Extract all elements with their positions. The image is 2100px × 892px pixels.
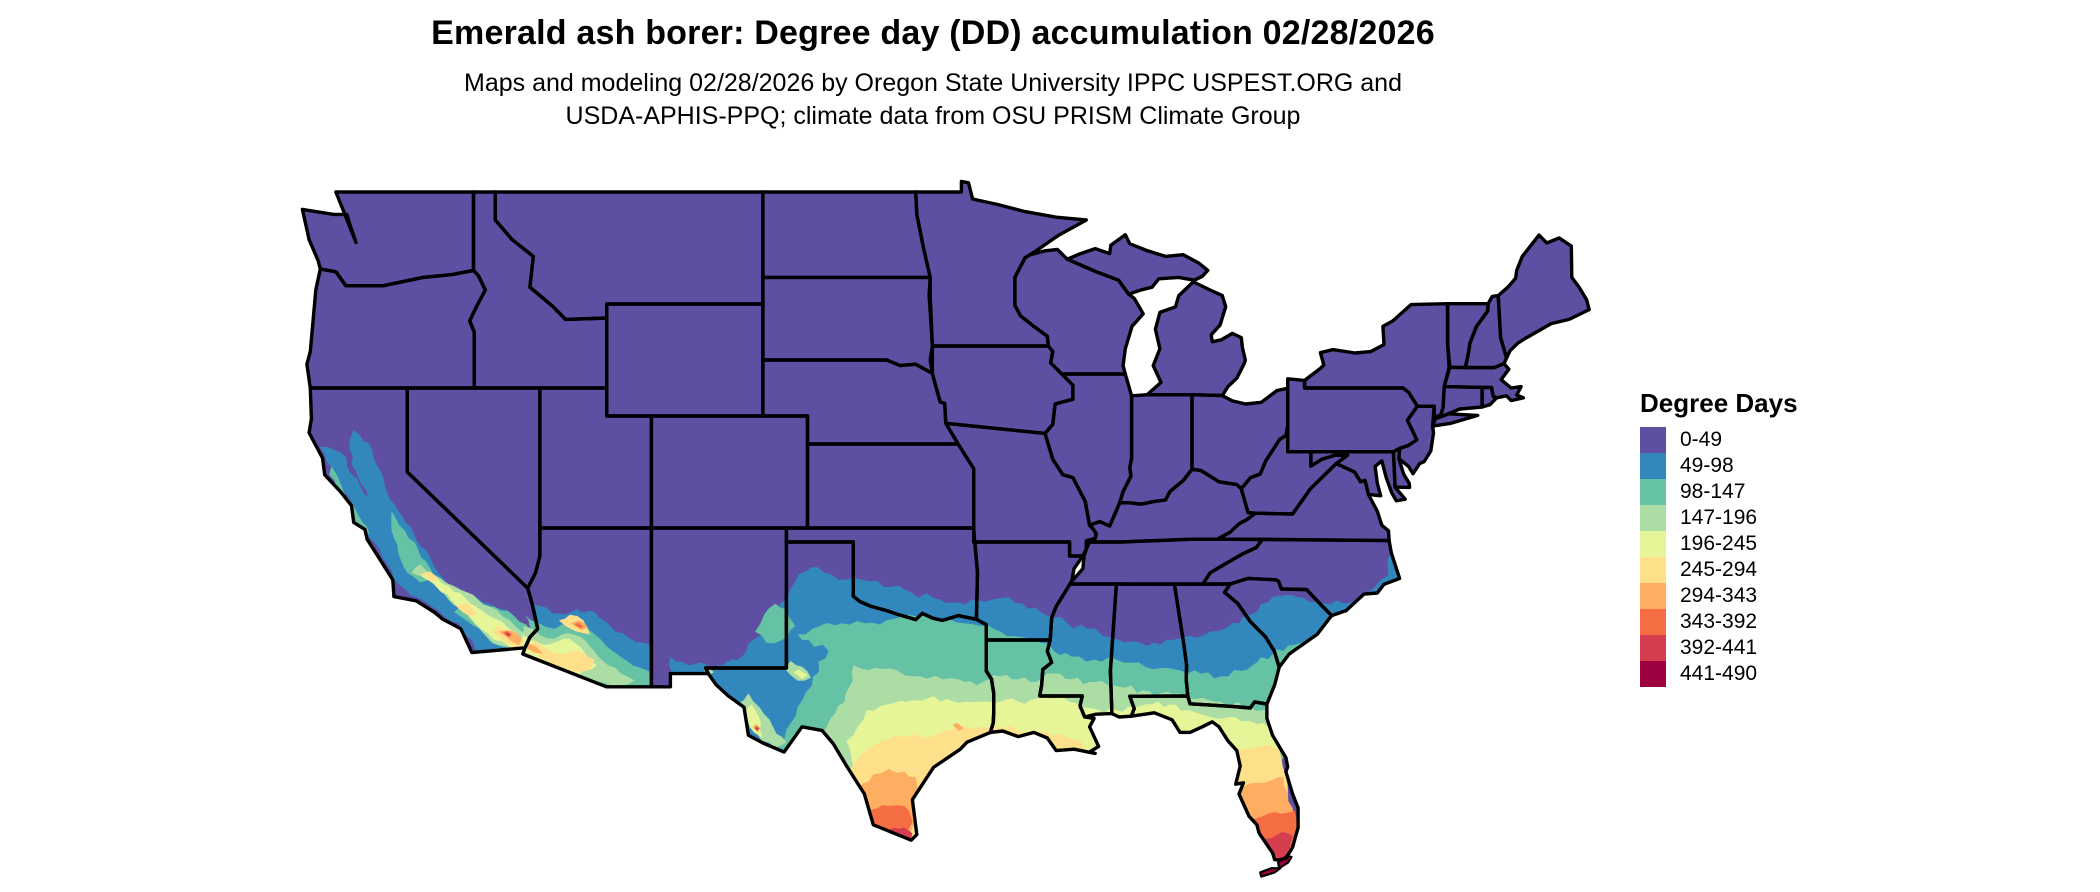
legend-item: 343-392 — [1640, 609, 1880, 635]
legend-item: 49-98 — [1640, 453, 1880, 479]
band-245-294 — [420, 571, 439, 583]
legend-swatch — [1640, 479, 1666, 505]
legend-item-label: 294-343 — [1680, 584, 1758, 607]
band-98-147 — [391, 511, 434, 583]
band-294-343 — [952, 722, 964, 731]
state-li — [1430, 412, 1480, 428]
legend-swatch — [1640, 453, 1666, 479]
legend-item-label: 147-196 — [1680, 506, 1758, 529]
state-tx — [703, 540, 996, 842]
figure-header: Emerald ash borer: Degree day (DD) accum… — [0, 14, 1866, 133]
subtitle-line-1: Maps and modeling 02/28/2026 by Oregon S… — [464, 69, 1402, 97]
state-nj — [1397, 404, 1436, 476]
legend-items: 0-49 49-98 98-147 147-196 196-245 245-294 294-… — [1640, 427, 1880, 687]
band-196-245 — [793, 669, 808, 680]
state-keys1 — [1277, 854, 1293, 870]
page-title: Emerald ash borer: Degree day (DD) accum… — [431, 14, 1435, 52]
state-mi_lp — [1145, 280, 1247, 398]
band-245-294 — [532, 640, 595, 672]
subtitle-line-2: USDA-APHIS-PPQ; climate data from OSU PR… — [565, 102, 1301, 130]
legend-item-label: 196-245 — [1680, 532, 1758, 555]
legend-swatch — [1640, 635, 1666, 661]
legend-swatch — [1640, 427, 1666, 453]
legend-item: 392-441 — [1640, 635, 1880, 661]
band-343-392 — [574, 622, 584, 629]
legend-item: 196-245 — [1640, 531, 1880, 557]
legend-item: 98-147 — [1640, 479, 1880, 505]
band-294-343 — [523, 642, 544, 654]
legend-item: 0-49 — [1640, 427, 1880, 453]
legend-swatch — [1640, 609, 1666, 635]
state-nc — [1201, 537, 1402, 618]
band-441-490 — [1278, 855, 1292, 869]
legend-swatch — [1640, 531, 1666, 557]
legend-swatch — [1640, 583, 1666, 609]
legend-swatch — [1640, 557, 1666, 583]
legend: Degree Days 0-49 49-98 98-147 147-196 196-24… — [1640, 388, 1880, 687]
state-mi_up — [1065, 233, 1210, 296]
legend-item: 245-294 — [1640, 557, 1880, 583]
legend-item: 294-343 — [1640, 583, 1880, 609]
state-md — [1309, 450, 1407, 503]
legend-item-label: 441-490 — [1680, 662, 1758, 685]
legend-item: 147-196 — [1640, 505, 1880, 531]
state-keys2 — [1259, 867, 1282, 878]
state-borders — [300, 179, 1591, 878]
legend-item-label: 0-49 — [1680, 428, 1723, 451]
state-fl — [1128, 694, 1300, 862]
legend-item-label: 49-98 — [1680, 454, 1734, 477]
legend-swatch — [1640, 661, 1666, 687]
legend-swatch — [1640, 505, 1666, 531]
legend-item-label: 98-147 — [1680, 480, 1746, 503]
band-392-441 — [505, 632, 511, 637]
legend-title: Degree Days — [1640, 388, 1798, 418]
state-me — [1496, 233, 1591, 360]
figure-subtitle: Maps and modeling 02/28/2026 by Oregon S… — [0, 67, 1866, 133]
legend-item-label: 245-294 — [1680, 558, 1758, 581]
band-392-441 — [754, 726, 760, 731]
legend-item-label: 343-392 — [1680, 610, 1758, 633]
legend-item-label: 392-441 — [1680, 636, 1758, 659]
legend-item: 441-490 — [1640, 661, 1880, 687]
band-245-294 — [456, 603, 479, 617]
